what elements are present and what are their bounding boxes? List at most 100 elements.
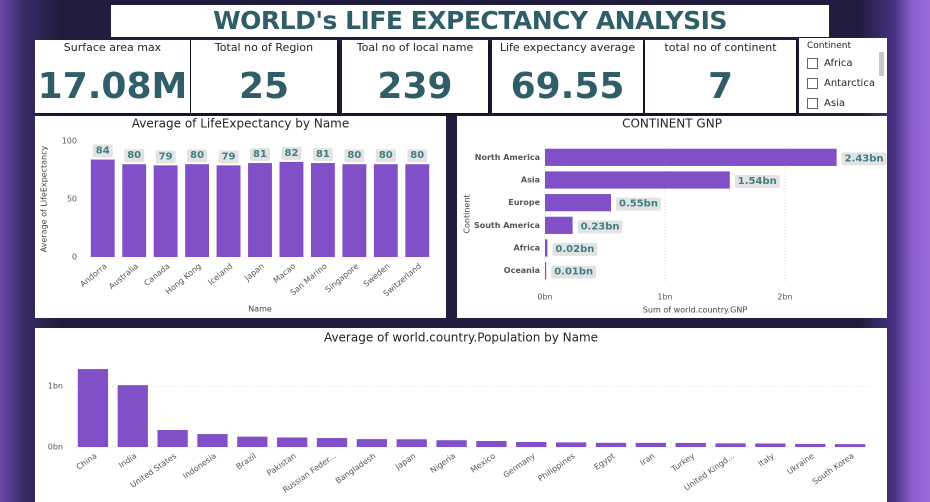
x-tick-label: Turkey: [669, 451, 697, 474]
bar: [153, 165, 178, 257]
x-tick-label: Bangladesh: [334, 451, 378, 485]
data-label-bg: [312, 148, 333, 162]
checkbox[interactable]: [807, 58, 818, 69]
bar: [755, 443, 786, 447]
data-label-bg: [250, 148, 270, 162]
bar: [216, 165, 241, 257]
bar: [77, 369, 109, 447]
x-tick-label: Nigeria: [429, 451, 458, 475]
dashboard-title: WORLD's LIFE EXPECTANCY ANALYSIS: [111, 5, 829, 37]
bar: [237, 436, 268, 447]
chart-title: CONTINENT GNP: [622, 117, 722, 131]
kpi-card: Toal no of local name 239: [342, 40, 488, 113]
data-label: 0.02bn: [555, 244, 594, 255]
bar: [310, 163, 335, 257]
scrollbar[interactable]: [879, 52, 884, 76]
data-label-bg: [841, 152, 887, 166]
kpi-value: 69.55: [510, 66, 625, 107]
y-tick-label: 0: [72, 253, 77, 262]
x-tick-label: 0bn: [537, 293, 552, 302]
data-label-bg: [551, 265, 597, 279]
x-tick-label: Italy: [757, 451, 777, 468]
x-tick-label: Japan: [242, 262, 266, 284]
data-label: 81: [253, 149, 267, 160]
x-tick-label: Australia: [107, 261, 140, 291]
data-label: 80: [127, 150, 141, 161]
data-label-bg: [552, 243, 598, 256]
y-tick-label: South America: [474, 221, 540, 230]
slicer-item[interactable]: Asia: [807, 98, 845, 109]
bar: [715, 443, 746, 447]
bar: [157, 430, 188, 447]
y-tick-label: Asia: [521, 176, 540, 185]
slicer-item[interactable]: Africa: [807, 58, 853, 69]
bar: [545, 216, 573, 234]
bar: [117, 385, 148, 447]
kpi-label: Surface area max: [63, 41, 162, 54]
kpi-label: Toal no of local name: [356, 41, 474, 54]
data-label: 80: [190, 150, 204, 161]
bar: [373, 164, 398, 257]
data-label-bg: [187, 149, 208, 163]
x-tick-label: China: [75, 451, 99, 472]
data-label: 1.54bn: [738, 176, 777, 187]
data-label: 0.23bn: [581, 221, 620, 232]
x-tick-label: 2bn: [777, 293, 792, 302]
x-tick-label: South Korea: [811, 451, 856, 486]
chart-panel: Average of world.country.Population by N…: [35, 328, 887, 502]
chart-panel: CONTINENT GNP 0bn 1bn 2bn North America 2.43b…: [457, 116, 887, 318]
bar: [277, 437, 308, 447]
x-tick-label: 1bn: [657, 293, 672, 302]
bar: [90, 159, 115, 257]
data-label: 80: [379, 150, 393, 161]
kpi-label: total no of continent: [664, 41, 777, 54]
kpi-label: Total no of Region: [214, 41, 314, 54]
kpi-value: 7: [707, 66, 734, 107]
data-label: 2.43bn: [845, 153, 884, 164]
kpi-value: 17.08M: [37, 66, 188, 107]
x-tick-label: Brazil: [234, 451, 257, 471]
slicer-item-label: Africa: [824, 58, 853, 69]
bar: [545, 239, 548, 257]
bar: [595, 442, 627, 447]
bar: [356, 439, 388, 447]
slicer-item[interactable]: Antarctica: [807, 78, 875, 89]
slicer-item-label: Antarctica: [824, 78, 875, 89]
bar: [545, 171, 730, 189]
data-label: 0.55bn: [619, 199, 658, 210]
x-tick-label: Mexico: [469, 451, 497, 474]
bar: [316, 438, 348, 447]
slicer-title: Continent: [807, 41, 851, 51]
x-tick-label: Pakistan: [265, 451, 298, 478]
y-axis-label: Continent: [463, 194, 472, 233]
chart-title: Average of world.country.Population by N…: [324, 331, 598, 345]
bar: [197, 434, 228, 447]
bar: [405, 164, 430, 257]
data-label: 81: [316, 149, 330, 160]
kpi-card: Surface area max 17.08M: [35, 40, 190, 113]
bar: [545, 194, 611, 212]
bar: [545, 148, 837, 166]
bar: [248, 163, 272, 257]
y-axis-label: Average of LifeExpectancy: [40, 145, 49, 252]
checkbox[interactable]: [807, 98, 818, 109]
slicer: Continent Africa Antarctica Asia: [799, 38, 887, 113]
x-tick-label: India: [117, 451, 138, 470]
x-tick-label: Germany: [502, 451, 537, 480]
x-axis-label: Sum of world.country.GNP: [643, 306, 747, 315]
x-tick-label: Macao: [272, 261, 298, 285]
y-tick-label: 1bn: [48, 382, 63, 391]
data-label: 84: [96, 146, 110, 157]
data-label-bg: [155, 150, 176, 164]
slicer-item-label: Asia: [824, 98, 845, 109]
x-tick-label: Egypt: [592, 451, 616, 472]
data-label: 82: [284, 148, 298, 159]
chart-title: Average of LifeExpectancy by Name: [132, 117, 350, 131]
x-axis-label: Name: [248, 305, 272, 314]
y-tick-label: Europe: [508, 198, 540, 207]
bar: [185, 164, 210, 257]
bar: [795, 443, 826, 447]
bar: [279, 161, 304, 257]
checkbox[interactable]: [807, 78, 818, 89]
